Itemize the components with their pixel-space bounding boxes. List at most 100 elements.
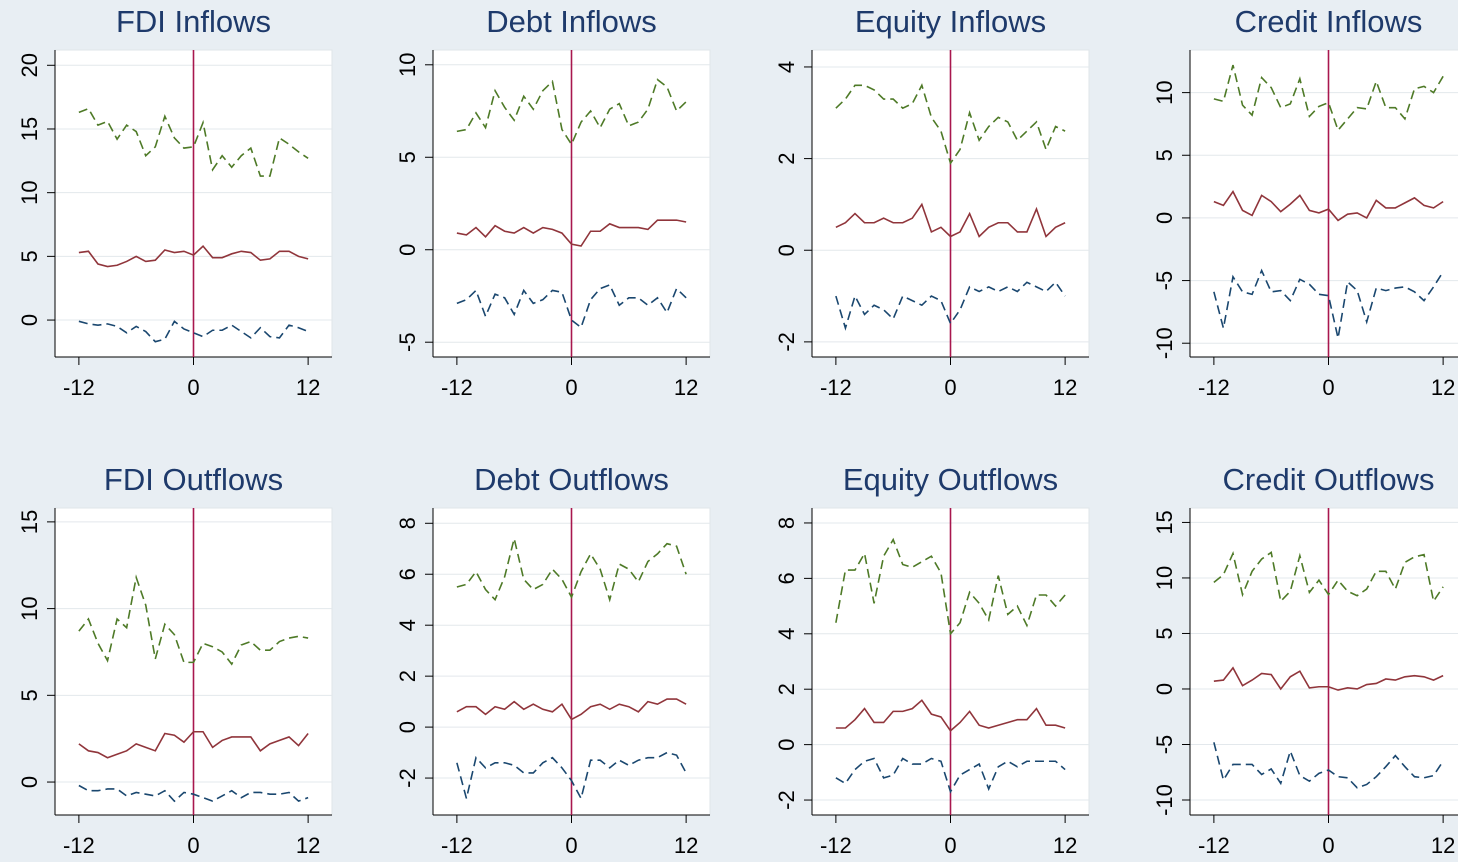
x-tick-label: -12 bbox=[820, 833, 852, 858]
y-tick-label: 0 bbox=[395, 244, 420, 256]
x-tick-label: -12 bbox=[441, 833, 473, 858]
series-line bbox=[835, 281, 1066, 331]
x-tick-label: 0 bbox=[1322, 375, 1334, 400]
x-tick-label: 12 bbox=[296, 375, 320, 400]
panel: FDI Outflows 0 5 10 15 -12 0 12 bbox=[17, 462, 333, 858]
series-line bbox=[835, 537, 1066, 636]
x-tick-label: 12 bbox=[1431, 833, 1455, 858]
panel-title: FDI Outflows bbox=[104, 462, 283, 497]
series-line bbox=[456, 538, 687, 603]
y-tick-label: 8 bbox=[395, 517, 420, 529]
series-line bbox=[835, 202, 1066, 238]
panel-title: FDI Inflows bbox=[116, 4, 271, 39]
panel-title: Credit Inflows bbox=[1235, 4, 1423, 39]
x-tick-label: 12 bbox=[674, 375, 698, 400]
series-line bbox=[78, 784, 309, 803]
y-tick-label: 10 bbox=[17, 596, 42, 620]
y-tick-label: 2 bbox=[774, 683, 799, 695]
y-tick-label: 5 bbox=[17, 250, 42, 262]
y-tick-label: 0 bbox=[1152, 212, 1177, 224]
panel-title: Debt Inflows bbox=[486, 4, 657, 39]
x-tick-label: 0 bbox=[187, 375, 199, 400]
y-tick-label: 0 bbox=[774, 738, 799, 750]
y-tick-label: 5 bbox=[1152, 149, 1177, 161]
x-tick-label: -12 bbox=[1198, 375, 1230, 400]
x-tick-label: 0 bbox=[944, 833, 956, 858]
panel: Credit Inflows -10 -5 0 5 10 -12 0 12 bbox=[1152, 4, 1458, 400]
series-line bbox=[456, 698, 687, 721]
series-line bbox=[835, 699, 1066, 732]
y-tick-label: 6 bbox=[395, 568, 420, 580]
y-tick-label: 0 bbox=[395, 721, 420, 733]
x-tick-label: -12 bbox=[1198, 833, 1230, 858]
y-tick-label: -10 bbox=[1152, 327, 1177, 359]
y-tick-label: 10 bbox=[1152, 80, 1177, 104]
series-line bbox=[78, 320, 309, 343]
series-line bbox=[1213, 64, 1444, 132]
y-tick-label: 4 bbox=[774, 61, 799, 73]
y-tick-label: 4 bbox=[774, 628, 799, 640]
series-line bbox=[78, 574, 309, 666]
x-tick-label: 0 bbox=[565, 833, 577, 858]
panel: Debt Outflows -2 0 2 4 6 8 -12 0 12 bbox=[395, 462, 711, 858]
y-tick-label: -5 bbox=[395, 332, 420, 352]
x-tick-label: -12 bbox=[820, 375, 852, 400]
panel-title: Equity Inflows bbox=[855, 4, 1046, 39]
series-line bbox=[1213, 268, 1444, 339]
y-tick-label: -5 bbox=[1152, 735, 1177, 755]
series-line bbox=[456, 283, 687, 329]
panel: Equity Outflows -2 0 2 4 6 8 -12 0 12 bbox=[774, 462, 1090, 858]
series-line bbox=[456, 78, 687, 147]
y-tick-label: 2 bbox=[774, 152, 799, 164]
plot-area bbox=[1189, 507, 1458, 816]
y-tick-label: 4 bbox=[395, 619, 420, 631]
y-tick-label: -2 bbox=[774, 790, 799, 810]
y-tick-label: -5 bbox=[1152, 271, 1177, 291]
y-tick-label: 15 bbox=[17, 510, 42, 534]
y-tick-label: 5 bbox=[1152, 627, 1177, 639]
panel: FDI Inflows 0 5 10 15 20 -12 0 12 bbox=[17, 4, 333, 400]
x-tick-label: 0 bbox=[1322, 833, 1334, 858]
y-tick-label: 0 bbox=[17, 314, 42, 326]
x-tick-label: -12 bbox=[441, 375, 473, 400]
series-line bbox=[78, 107, 309, 177]
series-line bbox=[1213, 190, 1444, 222]
series-line bbox=[835, 83, 1066, 166]
series-line bbox=[78, 245, 309, 268]
panel: Credit Outflows -10 -5 0 5 10 15 -12 0 12 bbox=[1152, 462, 1458, 858]
panel-title: Equity Outflows bbox=[843, 462, 1058, 497]
x-tick-label: 12 bbox=[1053, 375, 1077, 400]
panel-title: Credit Outflows bbox=[1223, 462, 1435, 497]
series-line bbox=[456, 751, 687, 801]
x-tick-label: -12 bbox=[63, 375, 95, 400]
y-tick-label: 0 bbox=[17, 776, 42, 788]
y-tick-label: 8 bbox=[774, 517, 799, 529]
y-tick-label: -2 bbox=[774, 332, 799, 352]
panel: Debt Inflows -5 0 5 10 -12 0 12 bbox=[395, 4, 711, 400]
series-line bbox=[1213, 666, 1444, 691]
y-tick-label: 15 bbox=[1152, 510, 1177, 534]
x-tick-label: -12 bbox=[63, 833, 95, 858]
y-tick-label: -2 bbox=[395, 768, 420, 788]
x-tick-label: 12 bbox=[1053, 833, 1077, 858]
y-tick-label: 2 bbox=[395, 670, 420, 682]
y-tick-label: -10 bbox=[1152, 784, 1177, 816]
y-tick-label: 10 bbox=[1152, 566, 1177, 590]
x-tick-label: 0 bbox=[944, 375, 956, 400]
series-line bbox=[1213, 551, 1444, 604]
y-tick-label: 5 bbox=[17, 689, 42, 701]
y-tick-label: 6 bbox=[774, 572, 799, 584]
y-tick-label: 20 bbox=[17, 53, 42, 77]
panel: Equity Inflows -2 0 2 4 -12 0 12 bbox=[774, 4, 1090, 400]
plot-area bbox=[1189, 49, 1458, 358]
series-line bbox=[835, 757, 1066, 794]
y-tick-label: 5 bbox=[395, 151, 420, 163]
series-line bbox=[78, 730, 309, 759]
y-tick-label: 0 bbox=[1152, 683, 1177, 695]
y-tick-label: 10 bbox=[395, 53, 420, 77]
y-tick-label: 15 bbox=[17, 117, 42, 141]
y-tick-label: 10 bbox=[17, 180, 42, 204]
series-line bbox=[456, 219, 687, 247]
x-tick-label: 12 bbox=[674, 833, 698, 858]
